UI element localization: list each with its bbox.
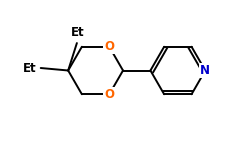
Text: Et: Et	[71, 26, 85, 39]
Text: O: O	[104, 40, 114, 53]
Text: N: N	[200, 64, 209, 77]
Text: O: O	[104, 88, 114, 101]
Text: Et: Et	[23, 61, 37, 74]
